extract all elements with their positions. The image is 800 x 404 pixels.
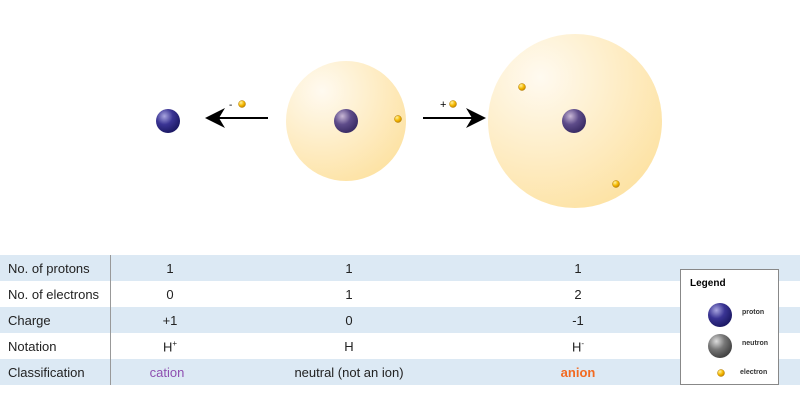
- plus-sign: +: [440, 99, 446, 111]
- legend-proton: proton: [742, 309, 765, 316]
- electron-anion-1: [518, 83, 526, 91]
- cell: +1: [162, 313, 178, 328]
- superscript: +: [172, 339, 178, 348]
- electron-icon: [717, 369, 725, 377]
- legend-icons: [708, 303, 732, 377]
- minus-sign: -: [229, 100, 232, 111]
- table-row: No. of electrons 0 1 2: [0, 281, 800, 307]
- row-label: No. of protons: [8, 261, 90, 276]
- superscript: -: [581, 339, 585, 348]
- row-label: No. of electrons: [8, 287, 100, 302]
- symbol: H: [571, 339, 582, 355]
- legend-title: Legend: [690, 278, 726, 289]
- neutral-label: neutral (not an ion): [294, 365, 404, 380]
- table-row: Notation H+ H H-: [0, 333, 800, 359]
- electron-neutral: [394, 115, 402, 123]
- cell: 0: [166, 287, 174, 302]
- electron-added: [449, 100, 457, 108]
- proton-anion: [562, 109, 586, 133]
- electron-removed: [238, 100, 246, 108]
- cell: -1: [572, 313, 584, 328]
- cell: H+: [163, 339, 177, 354]
- neutron-icon: [708, 334, 732, 358]
- legend-neutron: neutron: [742, 340, 769, 347]
- electron-anion-2: [612, 180, 620, 188]
- row-label: Charge: [8, 313, 51, 328]
- cell: H-: [572, 339, 584, 354]
- row-label: Notation: [8, 339, 57, 354]
- cell: 2: [574, 287, 582, 302]
- legend: Legend proton neutron electron: [680, 269, 779, 385]
- symbol: H: [162, 339, 173, 355]
- column-divider: [110, 255, 111, 385]
- proton-cation: [156, 109, 180, 133]
- table-row: Classification cation neutral (not an io…: [0, 359, 800, 385]
- row-label: Classification: [8, 365, 85, 380]
- cell: 0: [345, 313, 353, 328]
- cell: 1: [345, 287, 353, 302]
- anion-label: anion: [560, 365, 596, 380]
- legend-electron: electron: [740, 369, 768, 376]
- proton-neutral: [334, 109, 358, 133]
- cell: 1: [345, 261, 353, 276]
- table-row: No. of protons 1 1 1: [0, 255, 800, 281]
- cell: 1: [574, 261, 582, 276]
- cation-label: cation: [149, 365, 185, 380]
- symbol: H: [344, 339, 354, 354]
- cell: H: [344, 339, 353, 354]
- ion-diagram: - +: [156, 34, 662, 208]
- table-row: Charge +1 0 -1: [0, 307, 800, 333]
- cell: 1: [166, 261, 174, 276]
- proton-icon: [708, 303, 732, 327]
